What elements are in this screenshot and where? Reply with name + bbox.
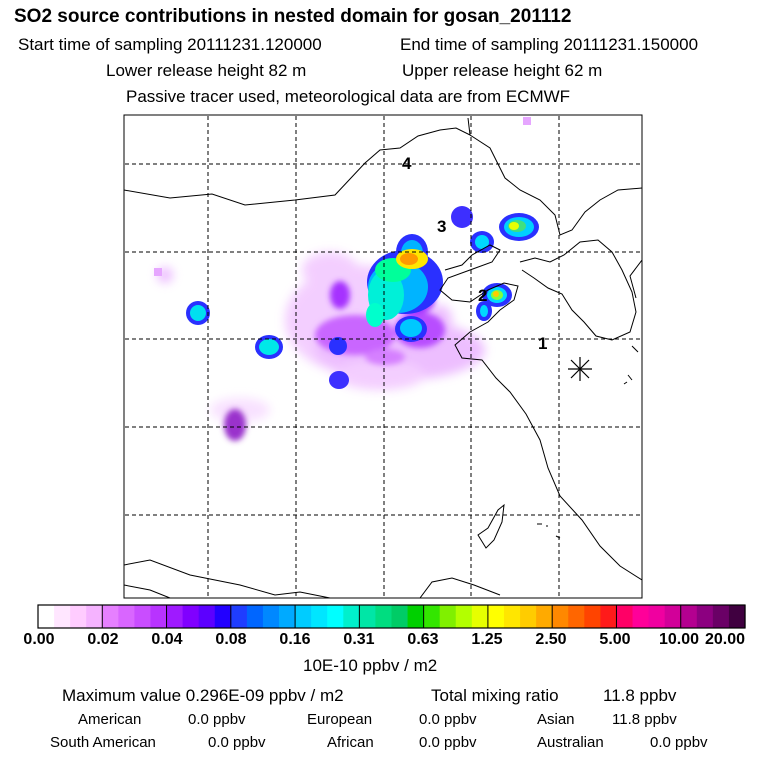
region-value: 0.0 ppbv xyxy=(188,711,246,728)
colorbar-cell xyxy=(536,605,553,628)
colorbar-cell xyxy=(568,605,585,628)
colorbar-tick: 0.00 xyxy=(23,631,55,648)
colorbar-cell xyxy=(102,605,119,628)
colorbar-unit-label: 10E-10 ppbv / m2 xyxy=(303,656,438,675)
colorbar-cell xyxy=(552,605,569,628)
colorbar-cell xyxy=(616,605,634,628)
colorbar-cell xyxy=(166,605,184,628)
colorbar-cell xyxy=(359,605,377,628)
colorbar-cell xyxy=(38,605,55,628)
colorbar-cell xyxy=(134,605,152,628)
colorbar-cell xyxy=(198,605,216,628)
max-value-label: Maximum value 0.296E-09 ppbv / m2 xyxy=(62,686,344,705)
colorbar-cell xyxy=(70,605,87,628)
colorbar-cell xyxy=(118,605,136,628)
region-value: 0.0 ppbv xyxy=(650,734,708,751)
colorbar-cell xyxy=(648,605,666,628)
colorbar-cell xyxy=(86,605,103,628)
colorbar-cell xyxy=(150,605,168,628)
colorbar-cell xyxy=(423,605,441,628)
colorbar-cell xyxy=(455,605,473,628)
colorbar-cell xyxy=(503,605,521,628)
colorbar-cell xyxy=(230,605,248,628)
colorbar-cell xyxy=(375,605,393,628)
colorbar-cell xyxy=(471,605,489,628)
colorbar-cell xyxy=(696,605,714,628)
region-name: Australian xyxy=(537,734,604,751)
colorbar-cell xyxy=(343,605,360,628)
region-name: Asian xyxy=(537,711,575,728)
colorbar-tick: 0.08 xyxy=(215,631,247,648)
colorbar-cell xyxy=(712,605,730,628)
colorbar-tick: 1.25 xyxy=(471,631,503,648)
colorbar-cell xyxy=(327,605,344,628)
region-label-4: 4 xyxy=(402,154,412,173)
lower-release-label: Lower release height 82 m xyxy=(106,61,307,80)
start-time-label: Start time of sampling 20111231.120000 xyxy=(18,35,322,54)
colorbar-cell xyxy=(279,605,296,628)
colorbar-cell xyxy=(214,605,232,628)
lat-lon-grid xyxy=(125,116,641,597)
tracer-note: Passive tracer used, meteorological data… xyxy=(126,87,571,106)
region-value: 0.0 ppbv xyxy=(208,734,266,751)
colorbar-tick: 20.00 xyxy=(704,631,746,648)
region-value: 0.0 ppbv xyxy=(419,711,477,728)
colorbar-tick: 2.50 xyxy=(535,631,567,648)
colorbar-tick: 0.02 xyxy=(87,631,119,648)
colorbar-cell xyxy=(664,605,682,628)
concentration-field xyxy=(154,117,539,441)
colorbar-cell xyxy=(391,605,409,628)
region-label-1: 1 xyxy=(538,334,547,353)
colorbar-cell xyxy=(728,605,746,628)
region-label-2: 2 xyxy=(478,286,487,305)
region-name: South American xyxy=(50,734,156,751)
colorbar xyxy=(38,605,746,628)
colorbar-cell xyxy=(680,605,698,628)
colorbar-cell xyxy=(407,605,425,628)
map-frame xyxy=(123,114,643,599)
upper-release-label: Upper release height 62 m xyxy=(402,61,603,80)
colorbar-cell xyxy=(487,605,505,628)
colorbar-cell xyxy=(632,605,650,628)
colorbar-cell xyxy=(54,605,71,628)
total-mixing-value: 11.8 ppbv xyxy=(603,686,677,705)
end-time-label: End time of sampling 20111231.150000 xyxy=(400,35,699,54)
colorbar-tick: 0.31 xyxy=(343,631,375,648)
colorbar-cell xyxy=(520,605,537,628)
region-value: 0.0 ppbv xyxy=(419,734,477,751)
colorbar-cell xyxy=(262,605,280,628)
colorbar-cell xyxy=(311,605,328,628)
colorbar-cell xyxy=(182,605,200,628)
colorbar-cell xyxy=(246,605,264,628)
colorbar-cell xyxy=(295,605,312,628)
colorbar-tick: 10.00 xyxy=(658,631,700,648)
region-name: African xyxy=(327,734,374,751)
region-value: 11.8 ppbv xyxy=(612,711,677,728)
total-mixing-label: Total mixing ratio xyxy=(431,686,559,705)
region-name: American xyxy=(78,711,142,728)
page-title: SO2 source contributions in nested domai… xyxy=(14,6,572,27)
colorbar-tick: 0.63 xyxy=(407,631,439,648)
colorbar-cell xyxy=(584,605,601,628)
colorbar-frame xyxy=(37,604,746,629)
colorbar-tick: 5.00 xyxy=(599,631,631,648)
region-label-3: 3 xyxy=(437,217,446,236)
colorbar-cell xyxy=(600,605,618,628)
colorbar-tick: 0.16 xyxy=(279,631,311,648)
colorbar-cell xyxy=(439,605,457,628)
region-name: European xyxy=(307,711,373,728)
gosan-receptor-star xyxy=(568,357,592,381)
colorbar-tick: 0.04 xyxy=(151,631,183,648)
